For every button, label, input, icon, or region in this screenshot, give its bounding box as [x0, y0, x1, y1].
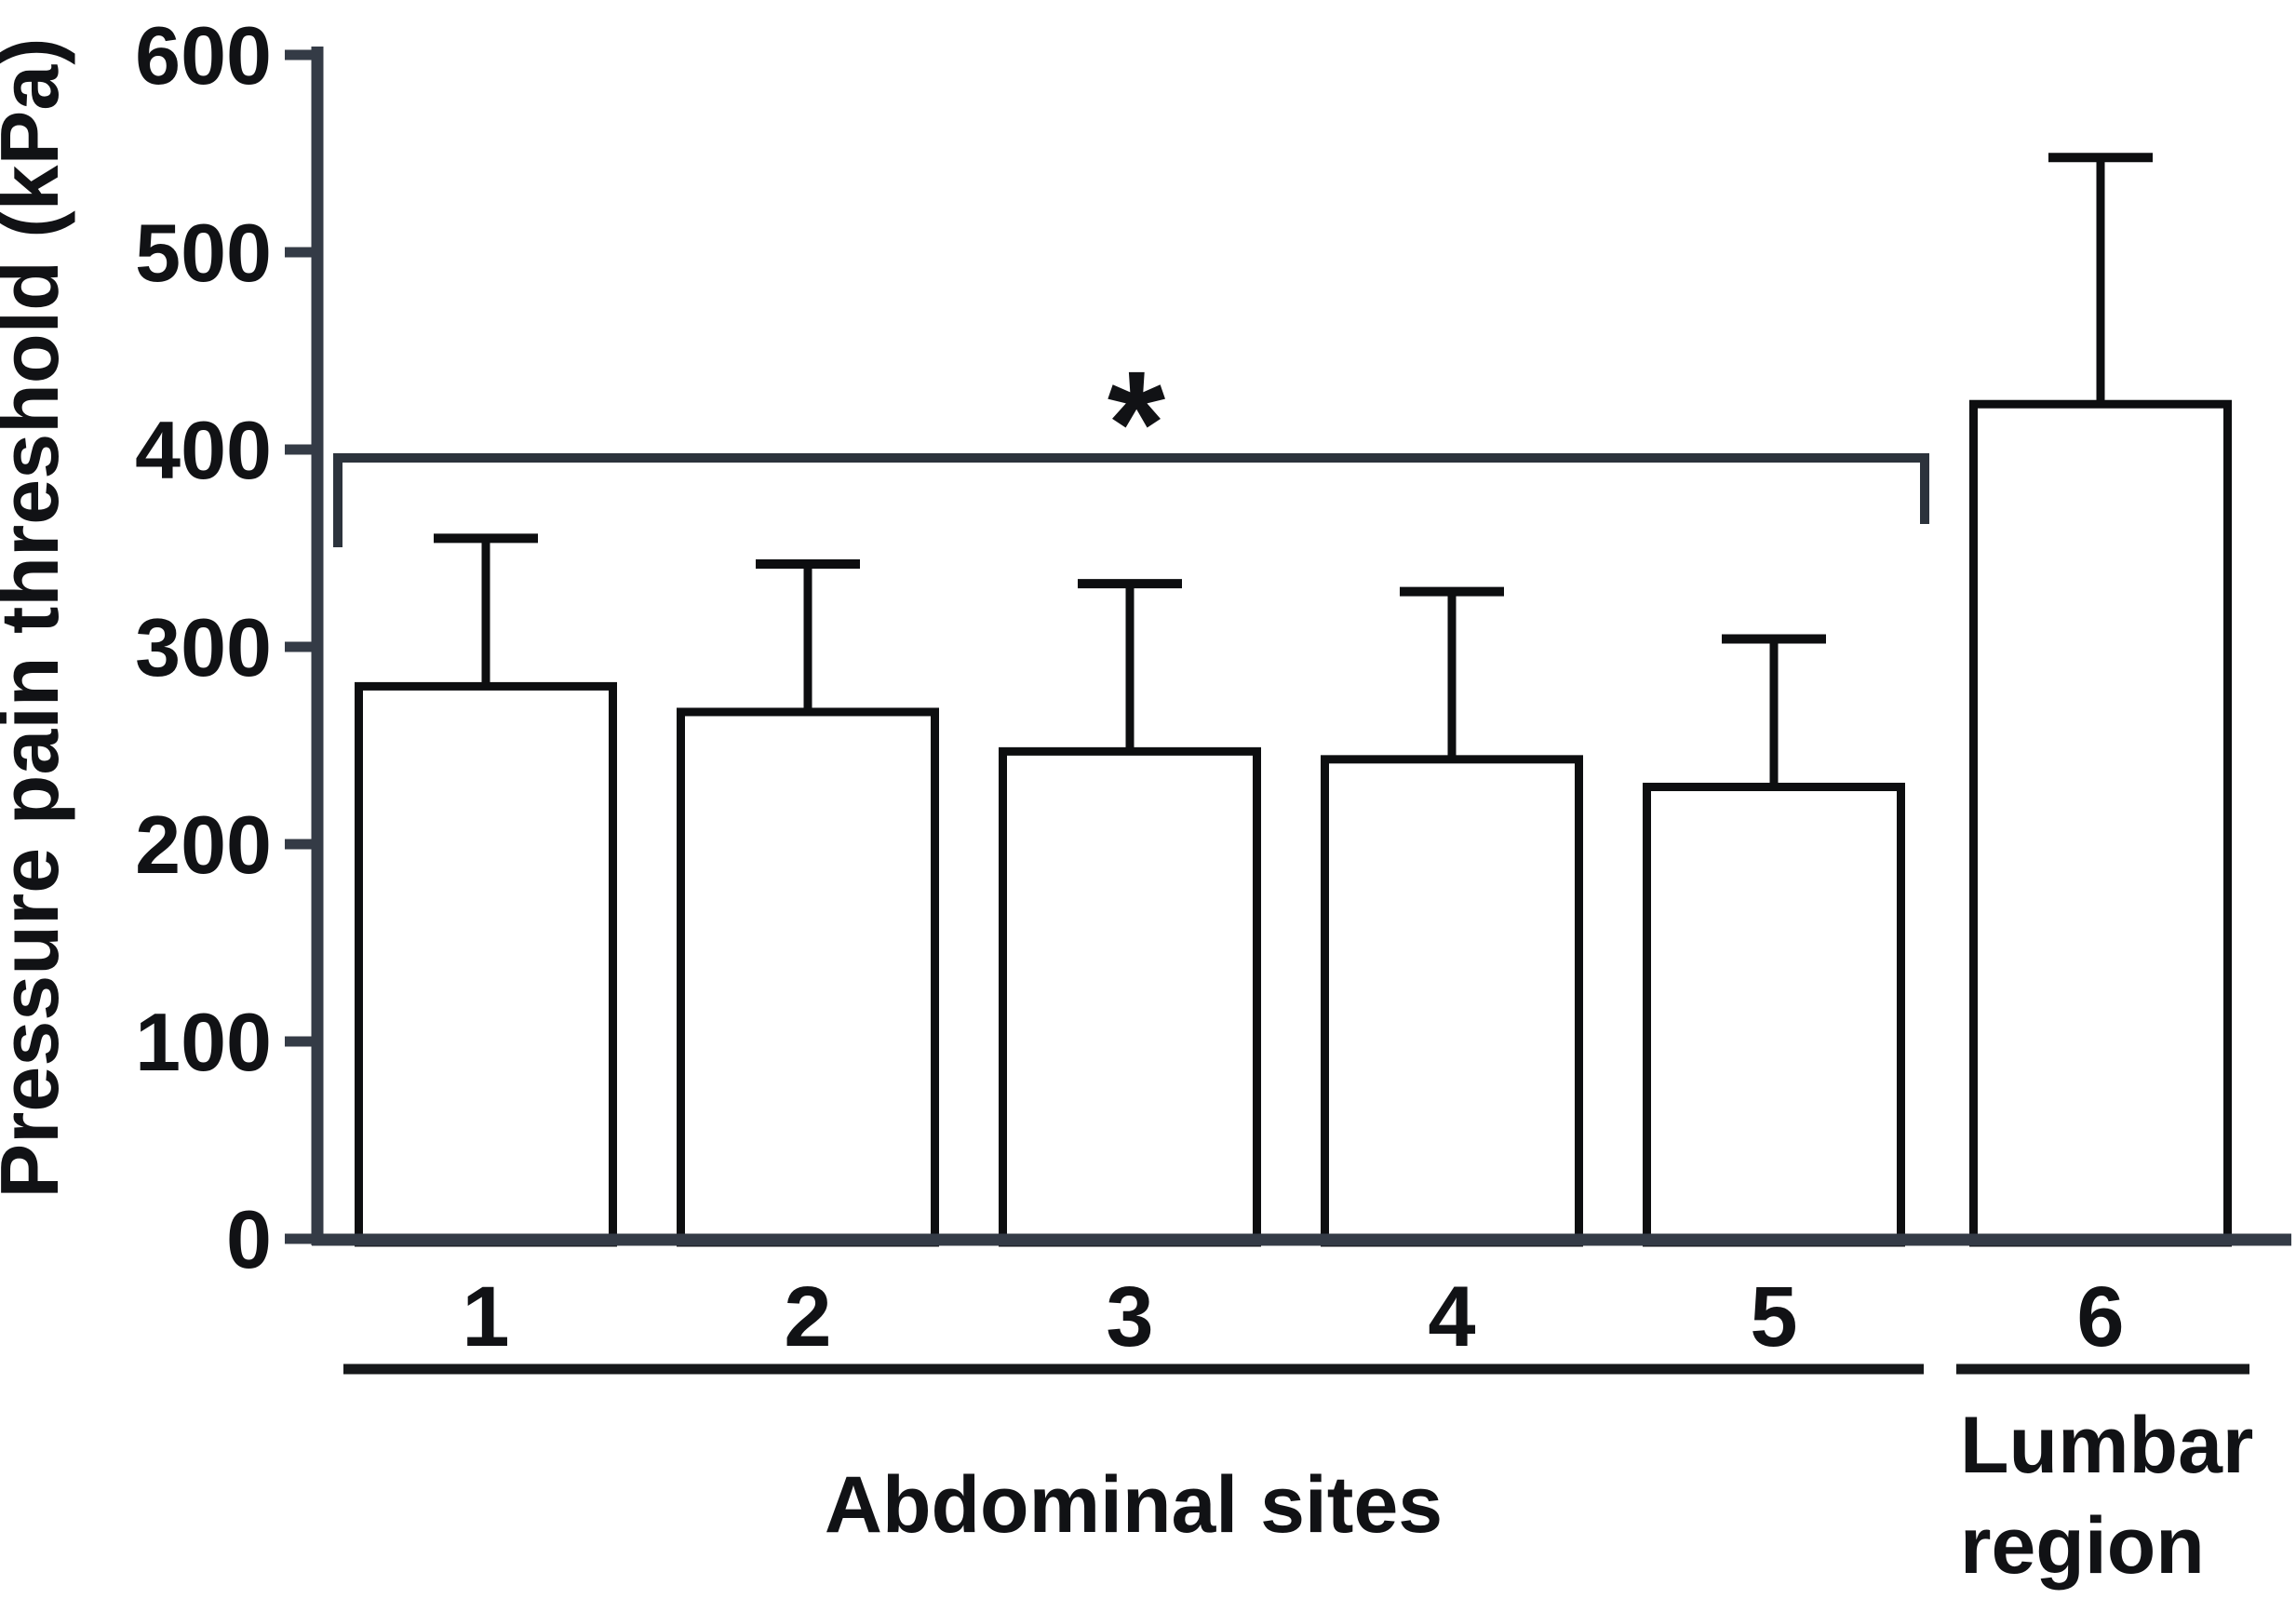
x-category-label: 6	[2076, 1269, 2124, 1364]
bars-layer: 1 2 3 4 5 6	[355, 153, 2232, 1364]
y-tick-label: 100	[135, 996, 272, 1088]
y-tick-label: 300	[135, 601, 272, 693]
bar-category-4	[1321, 755, 1583, 1247]
y-axis-ticks: 0 100 200 300 400 500 600	[135, 9, 318, 1285]
y-tick-label: 400	[135, 404, 272, 496]
bar-category-3	[999, 746, 1261, 1247]
x-category-label: 3	[1106, 1269, 1153, 1364]
x-category-label: 5	[1750, 1269, 1797, 1364]
y-tick-label: 500	[135, 207, 272, 299]
y-tick-label: 0	[226, 1193, 272, 1285]
significance-star: *	[1108, 340, 1166, 506]
x-category-label: 4	[1428, 1269, 1475, 1364]
bar-category-1	[355, 681, 617, 1247]
abdominal-group-label: Abdominal sites	[825, 1460, 1443, 1550]
lumbar-group-label-line1: Lumbar	[1960, 1401, 2253, 1490]
bar-category-2	[677, 707, 939, 1247]
significance-bracket	[333, 453, 1929, 547]
y-axis-title: Pressure pain threshold (kPa)	[0, 37, 75, 1198]
y-tick-label: 600	[135, 9, 272, 101]
bar-category-6	[1969, 399, 2232, 1247]
lumbar-group-label-line2: region	[1960, 1501, 2205, 1591]
x-category-label: 1	[462, 1269, 509, 1364]
x-category-label: 2	[784, 1269, 831, 1364]
y-tick-label: 200	[135, 799, 272, 891]
bar-category-5	[1643, 783, 1905, 1247]
